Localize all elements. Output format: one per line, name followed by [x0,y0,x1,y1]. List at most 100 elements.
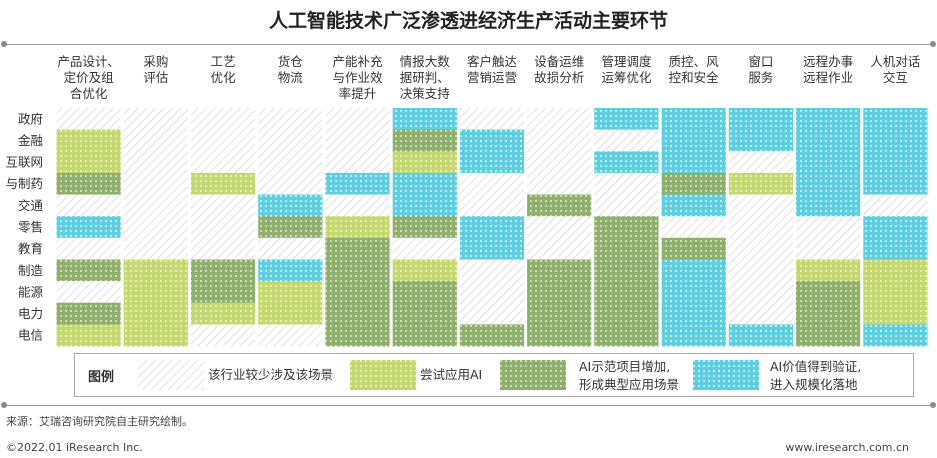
heatmap-cell [392,108,457,130]
heatmap-cell [594,108,659,130]
legend-swatch-rare [138,360,204,390]
heatmap-cell [594,302,659,325]
heatmap-cell [661,281,726,304]
heatmap-cell [661,151,726,174]
heatmap-cell [191,324,256,347]
legend-box [74,353,914,397]
heatmap-cell [325,324,390,347]
heatmap-cell [191,129,256,152]
heatmap-cell [325,216,390,239]
heatmap-cell [459,172,525,195]
heatmap-cell [728,129,793,152]
legend-title: 图例 [88,370,115,385]
heatmap-cell [56,259,121,282]
heatmap-cell [258,172,323,195]
heatmap-cell [594,194,659,217]
column-label: 质控、风控和安全 [669,54,720,85]
heatmap-cell [796,302,861,325]
row-label: 教育 [18,241,43,256]
heatmap-cell [56,281,121,304]
heatmap-cell [459,194,525,217]
heatmap-cell [527,194,592,217]
heatmap-cell [191,194,256,217]
heatmap-cell [392,324,457,347]
heatmap-cell [325,302,390,325]
heatmap-cell [258,216,323,239]
column-label: 人机对话交互 [870,54,920,85]
heatmap-cell [191,237,256,260]
heatmap-cell [325,172,390,195]
heatmap-cell [459,108,525,130]
row-label: 制造 [18,263,44,278]
heatmap-cell [123,108,188,130]
legend-swatch-demo [500,360,566,390]
heatmap-cell [191,151,256,174]
heatmap-cell [594,324,659,347]
footer-copyright: ©2022.01 iResearch Inc. [6,441,143,454]
heatmap-cell [56,172,121,195]
top-rule [4,44,933,45]
heatmap-cell [594,216,659,239]
heatmap-cell [325,281,390,304]
heatmap-cell [527,324,592,347]
heatmap-cell [191,172,256,195]
footer-website: www.iresearch.com.cn [785,441,909,454]
heatmap-cell [661,108,726,130]
heatmap-cell [527,281,592,304]
heatmap-cell [56,151,121,174]
legend-label-scale: AI价值得到验证, 进入规模化落地 [770,359,862,392]
heatmap-cell [56,194,121,217]
legend-swatch-scale [693,360,759,390]
heatmap-cell [123,216,188,239]
heatmap-cell [56,216,121,239]
heatmap-cell [123,302,188,325]
row-label: 电力 [18,306,43,321]
heatmap-cell [325,194,390,217]
heatmap-cell [459,129,525,152]
row-label: 与制药 [5,176,43,191]
heatmap-cell [728,324,793,347]
legend-label-try: 尝试应用AI [420,367,483,382]
column-label: 远程办事远程作业 [803,54,853,85]
heatmap-cell [728,108,793,130]
heatmap-cell [796,237,861,260]
legend-label-demo: AI示范项目增加, 形成典型应用场景 [579,359,680,392]
bottom-rule-left-dot [1,402,7,408]
heatmap-cell [392,259,457,282]
heatmap-cell [863,237,928,260]
heatmap-cell [594,237,659,260]
heatmap-cell [796,324,861,347]
heatmap-cell [796,281,861,304]
legend-swatch-try [350,360,416,390]
heatmap-cell [392,281,457,304]
heatmap-cell [796,172,861,195]
heatmap-cell [661,237,726,260]
heatmap-cell [594,259,659,282]
heatmap-cell [594,172,659,195]
heatmap-cell [258,151,323,174]
heatmap-cell [527,172,592,195]
column-label: 货仓物流 [278,54,304,85]
heatmap-cell [863,129,928,152]
heatmap-cell [459,302,525,325]
heatmap-cell [325,151,390,174]
heatmap-cell [191,108,256,130]
heatmap-cell [325,129,390,152]
heatmap-cell [796,129,861,152]
heatmap-cell [728,259,793,282]
column-label: 产能补充与作业效率提升 [333,54,384,101]
heatmap-cell [863,172,928,195]
heatmap-cell [123,172,188,195]
heatmap-cell [258,324,323,347]
heatmap-cell [527,129,592,152]
heatmap-cell [258,302,323,325]
heatmap-cell [527,216,592,239]
heatmap-cell [325,108,390,130]
heatmap-cell [459,216,525,239]
heatmap-cell [863,151,928,174]
heatmap-cell [661,324,726,347]
heatmap-cell [661,194,726,217]
heatmap-cell [863,281,928,304]
heatmap-cell [392,194,457,217]
